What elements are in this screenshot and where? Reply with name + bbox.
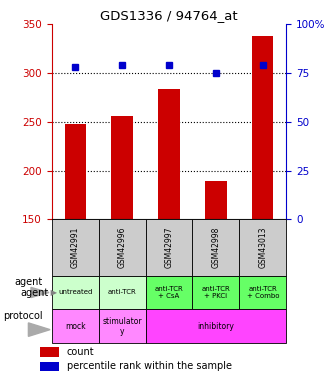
Bar: [192, 219, 239, 276]
Bar: [159, 89, 179, 219]
Bar: [146, 219, 192, 276]
Text: agent: agent: [14, 278, 43, 287]
Bar: [99, 309, 146, 343]
Bar: [146, 276, 192, 309]
Bar: [112, 116, 133, 219]
Text: anti-TCR
+ Combo: anti-TCR + Combo: [247, 286, 279, 299]
Text: GSM43013: GSM43013: [258, 227, 267, 268]
Bar: [40, 362, 59, 371]
Text: stimulator
y: stimulator y: [102, 316, 142, 336]
Text: GSM42996: GSM42996: [118, 227, 127, 268]
Bar: [52, 309, 99, 343]
Text: protocol: protocol: [3, 311, 43, 321]
Bar: [40, 347, 59, 357]
Bar: [65, 124, 86, 219]
Polygon shape: [28, 323, 50, 336]
Text: agent: agent: [20, 288, 48, 297]
Text: inhibitory: inhibitory: [197, 322, 234, 331]
Bar: [99, 276, 146, 309]
Bar: [192, 276, 239, 309]
Text: ▶: ▶: [48, 288, 57, 297]
Title: GDS1336 / 94764_at: GDS1336 / 94764_at: [100, 9, 238, 22]
Text: GSM42997: GSM42997: [165, 227, 173, 268]
Text: anti-TCR: anti-TCR: [108, 290, 137, 296]
Text: anti-TCR
+ CsA: anti-TCR + CsA: [155, 286, 183, 299]
Bar: [252, 36, 273, 219]
Bar: [52, 276, 99, 309]
Bar: [239, 276, 286, 309]
Polygon shape: [31, 287, 49, 298]
Bar: [52, 219, 99, 276]
Bar: [205, 182, 226, 219]
Text: count: count: [67, 347, 95, 357]
Text: mock: mock: [65, 322, 85, 331]
Text: GSM42998: GSM42998: [211, 227, 220, 268]
Bar: [239, 219, 286, 276]
Text: untreated: untreated: [58, 290, 92, 296]
Bar: [99, 219, 146, 276]
Text: anti-TCR
+ PKCi: anti-TCR + PKCi: [201, 286, 230, 299]
Text: GSM42991: GSM42991: [71, 227, 80, 268]
Bar: [146, 309, 286, 343]
Text: percentile rank within the sample: percentile rank within the sample: [67, 362, 232, 371]
